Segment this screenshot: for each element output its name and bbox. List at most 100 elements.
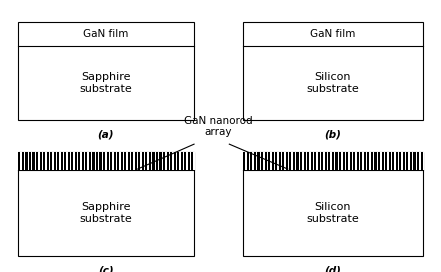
Bar <box>263 152 265 170</box>
Text: Silicon
substrate: Silicon substrate <box>306 72 359 94</box>
Bar <box>49 152 50 170</box>
Bar <box>168 152 170 170</box>
Bar <box>284 152 286 170</box>
Bar <box>309 152 310 170</box>
Bar <box>52 152 54 170</box>
Bar <box>394 152 396 170</box>
Bar <box>17 152 19 170</box>
Bar <box>422 152 424 170</box>
Bar <box>119 152 121 170</box>
Bar <box>66 152 68 170</box>
Bar <box>270 152 272 170</box>
Bar <box>101 152 103 170</box>
Bar <box>108 152 110 170</box>
Bar <box>80 152 82 170</box>
Bar <box>249 152 250 170</box>
Bar <box>398 152 399 170</box>
Bar <box>341 152 343 170</box>
Bar <box>147 152 149 170</box>
Bar <box>18 22 194 120</box>
Bar <box>330 152 332 170</box>
Text: GaN film: GaN film <box>83 29 128 39</box>
Bar <box>408 152 410 170</box>
Bar <box>253 152 254 170</box>
Bar <box>377 152 378 170</box>
Bar <box>355 152 357 170</box>
Bar <box>24 152 26 170</box>
Bar <box>345 152 346 170</box>
Bar <box>295 152 296 170</box>
Bar <box>334 152 336 170</box>
Bar <box>186 152 188 170</box>
Bar <box>387 152 389 170</box>
Bar <box>59 152 61 170</box>
Bar <box>112 152 114 170</box>
Bar <box>348 152 350 170</box>
Bar <box>140 152 142 170</box>
Bar <box>38 152 40 170</box>
Bar <box>123 152 124 170</box>
Bar <box>126 152 128 170</box>
Bar <box>133 152 135 170</box>
Bar <box>176 152 177 170</box>
Bar <box>391 152 392 170</box>
Bar <box>245 152 247 170</box>
Bar <box>401 152 403 170</box>
Bar <box>18 152 194 170</box>
Bar <box>405 152 406 170</box>
Bar <box>292 152 293 170</box>
Bar <box>277 152 279 170</box>
Bar <box>190 152 191 170</box>
Bar <box>84 152 86 170</box>
Bar <box>281 152 282 170</box>
Bar <box>130 152 131 170</box>
Bar <box>366 152 367 170</box>
Bar <box>158 152 160 170</box>
Bar <box>137 152 138 170</box>
Bar <box>370 152 371 170</box>
Text: (c): (c) <box>98 266 114 272</box>
Bar <box>165 152 167 170</box>
Bar <box>243 152 423 256</box>
Bar <box>316 152 318 170</box>
Bar <box>299 152 300 170</box>
Bar <box>352 152 353 170</box>
Text: Sapphire
substrate: Sapphire substrate <box>79 72 132 94</box>
Bar <box>384 152 385 170</box>
Bar <box>105 152 107 170</box>
Bar <box>172 152 174 170</box>
Bar <box>91 152 93 170</box>
Bar <box>77 152 78 170</box>
Bar <box>242 152 243 170</box>
Text: GaN film: GaN film <box>310 29 355 39</box>
Text: (d): (d) <box>325 266 341 272</box>
Bar <box>373 152 374 170</box>
Text: GaN nanorod
array: GaN nanorod array <box>184 116 253 137</box>
Bar <box>302 152 303 170</box>
Bar <box>31 152 33 170</box>
Bar <box>41 152 43 170</box>
Bar <box>63 152 64 170</box>
Bar <box>380 152 381 170</box>
Bar <box>18 152 194 256</box>
Bar <box>87 152 89 170</box>
Text: Silicon
substrate: Silicon substrate <box>306 202 359 224</box>
Bar <box>363 152 364 170</box>
Bar <box>98 152 100 170</box>
Bar <box>320 152 321 170</box>
Text: Sapphire
substrate: Sapphire substrate <box>79 202 132 224</box>
Bar <box>419 152 421 170</box>
Bar <box>256 152 258 170</box>
Text: (b): (b) <box>325 130 341 140</box>
Text: (a): (a) <box>97 130 114 140</box>
Bar <box>327 152 329 170</box>
Bar <box>73 152 75 170</box>
Bar <box>94 152 96 170</box>
Bar <box>144 152 146 170</box>
Bar <box>359 152 360 170</box>
Bar <box>260 152 261 170</box>
Bar <box>183 152 184 170</box>
Bar <box>337 152 339 170</box>
Bar <box>179 152 181 170</box>
Bar <box>154 152 156 170</box>
